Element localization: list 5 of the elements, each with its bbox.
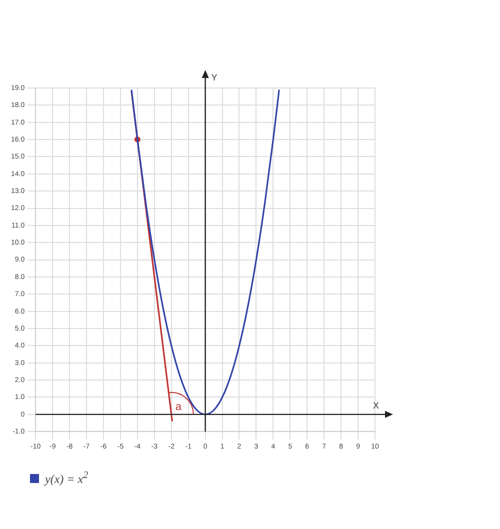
y-axis-title: Y (211, 72, 218, 82)
line-series (130, 88, 280, 416)
x-axis-title: X (372, 400, 379, 410)
legend-label: y(x) = x$^{2}$ (45, 470, 88, 487)
annotation: a (175, 400, 182, 413)
